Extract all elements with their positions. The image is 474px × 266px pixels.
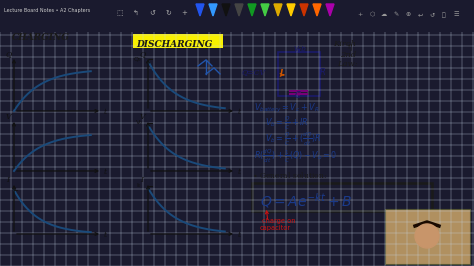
Text: I: I — [6, 176, 9, 184]
Text: Q=CV: Q=CV — [242, 68, 266, 76]
Text: ✎: ✎ — [393, 12, 399, 17]
Text: ☰: ☰ — [453, 12, 459, 17]
Polygon shape — [287, 4, 295, 16]
Text: ↰: ↰ — [133, 10, 139, 16]
Text: Lecture Board Notes • A2 Chapters: Lecture Board Notes • A2 Chapters — [4, 8, 90, 13]
Text: ⊕: ⊕ — [405, 12, 410, 17]
Polygon shape — [196, 4, 204, 16]
Text: ⬡: ⬡ — [369, 12, 375, 17]
Text: f]: f] — [348, 43, 353, 50]
Circle shape — [415, 224, 439, 248]
Text: Q₀: Q₀ — [134, 57, 142, 62]
Text: ⬚: ⬚ — [117, 10, 123, 16]
Bar — [278, 52, 320, 96]
Text: CHARGING: CHARGING — [12, 33, 70, 42]
Text: t: t — [238, 108, 241, 116]
Text: ☁: ☁ — [381, 12, 387, 17]
Text: $\bullet$ General solution:: $\bullet$ General solution: — [252, 170, 327, 180]
Text: I₀: I₀ — [136, 183, 140, 188]
Polygon shape — [300, 4, 308, 16]
Text: $V_{battery} = V_c + V_R$: $V_{battery} = V_c + V_R$ — [254, 102, 319, 115]
Text: $Q = Ae^{-kt} + B$: $Q = Ae^{-kt} + B$ — [260, 191, 352, 210]
Text: ↺: ↺ — [149, 10, 155, 16]
Text: 2nd: 2nd — [340, 51, 356, 59]
Text: I: I — [280, 69, 283, 78]
Text: t: t — [104, 168, 107, 176]
Text: ↺: ↺ — [429, 12, 435, 17]
FancyBboxPatch shape — [133, 34, 223, 48]
Text: Law:: Law: — [337, 60, 357, 68]
Polygon shape — [326, 4, 334, 16]
Text: +: + — [357, 12, 363, 17]
Polygon shape — [248, 4, 256, 16]
Text: R: R — [320, 68, 326, 77]
Text: V₀: V₀ — [136, 120, 143, 125]
Text: V: V — [140, 113, 146, 121]
Polygon shape — [313, 4, 321, 16]
Polygon shape — [274, 4, 282, 16]
Text: ⬛: ⬛ — [442, 12, 446, 18]
Text: V: V — [6, 113, 11, 121]
Polygon shape — [222, 4, 230, 16]
Polygon shape — [235, 4, 243, 16]
Bar — [385, 209, 470, 264]
Polygon shape — [261, 4, 269, 16]
Text: charge on: charge on — [262, 218, 295, 224]
Text: t: t — [238, 168, 241, 176]
Text: I: I — [140, 176, 143, 184]
Text: $V_b = \frac{Q}{C}  + IR$: $V_b = \frac{Q}{C} + IR$ — [265, 115, 309, 132]
Text: C: C — [295, 91, 301, 100]
Text: capacitor: capacitor — [260, 225, 291, 231]
Text: $V_b = \frac{Q}{C}  + (\frac{dQ}{dt})R$: $V_b = \frac{Q}{C} + (\frac{dQ}{dt})R$ — [265, 131, 321, 148]
Text: Q: Q — [140, 50, 146, 58]
Text: V_b: V_b — [293, 45, 306, 52]
Text: ↻: ↻ — [165, 10, 171, 16]
Text: t: t — [104, 108, 107, 116]
Polygon shape — [209, 4, 217, 16]
Text: DISCHARGING: DISCHARGING — [136, 40, 212, 49]
Text: ↩: ↩ — [418, 12, 423, 17]
Text: Q: Q — [6, 50, 12, 58]
Text: +: + — [181, 10, 187, 16]
Text: $R(\frac{dQ}{dt}) + \frac{1}{C}(Q) - V_b = 0$: $R(\frac{dQ}{dt}) + \frac{1}{C}(Q) - V_b… — [254, 148, 337, 165]
Text: t: t — [104, 231, 107, 239]
Text: t: t — [238, 231, 241, 239]
Text: I₀: I₀ — [12, 186, 17, 191]
Bar — [252, 183, 432, 211]
Text: Kirch: Kirch — [333, 40, 356, 48]
